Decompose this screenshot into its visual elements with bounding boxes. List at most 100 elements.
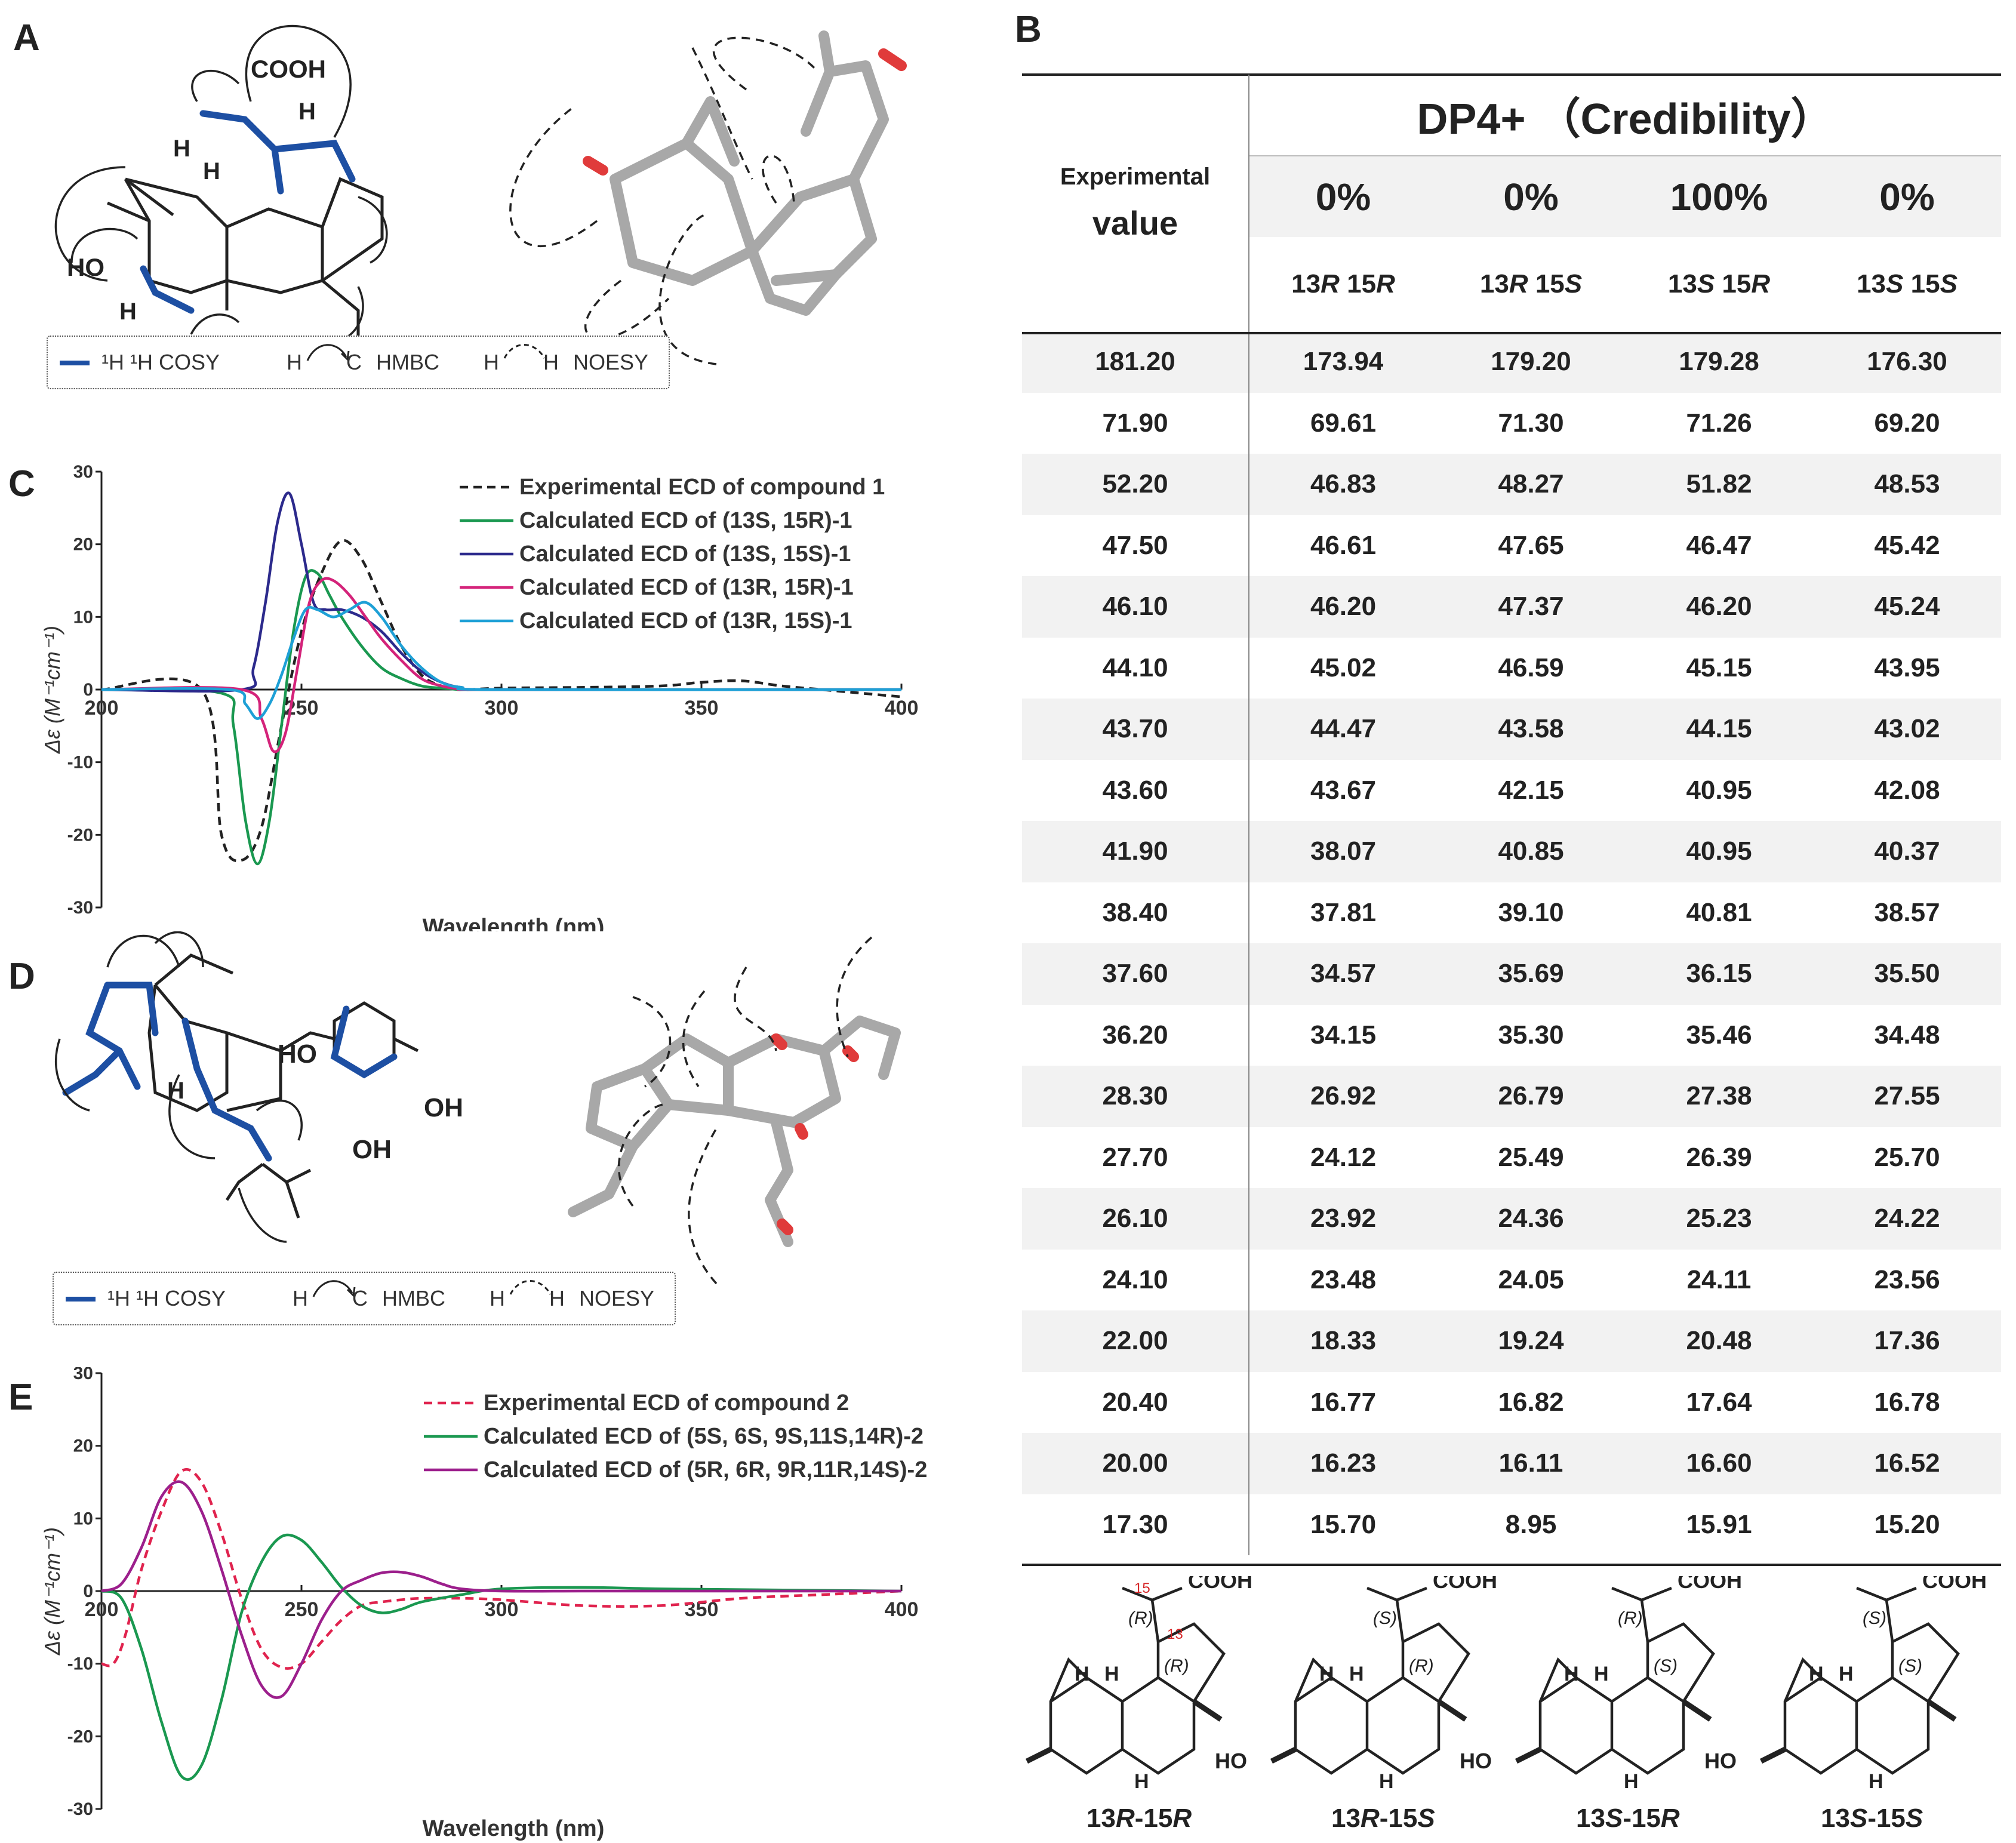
legend-entry: Experimental ECD of compound 1 [519,475,885,500]
calc-cell: 45.24 [1813,576,2001,638]
experimental-cell: 28.30 [1022,1066,1249,1127]
series-line-4 [101,601,902,720]
calc-cell: 19.24 [1437,1310,1625,1372]
experimental-cell: 44.10 [1022,637,1249,699]
config-4: 13S 15S [1857,269,1957,299]
experimental-cell: 38.40 [1022,882,1249,943]
skeleton-bonds [1049,1622,1226,1775]
molecule-a-hmbc-arrows [54,24,388,341]
stereo-13: (S) [1898,1656,1922,1676]
molecule-a-cosy-bonds [140,110,356,314]
calc-cell: 26.79 [1437,1066,1625,1127]
experimental-cell: 43.60 [1022,759,1249,821]
molecule-a-noesy-arrows [509,36,819,365]
y-tick-label: 10 [73,607,93,627]
noesy-arrow-icon [503,344,546,359]
calc-cell: 23.48 [1310,1264,1377,1294]
calc-cell: 40.85 [1437,821,1625,882]
methyl-wedge [1192,1699,1223,1722]
table-bottom-rule [1022,1564,2001,1566]
legend-entry: Calculated ECD of (13R, 15R)-1 [519,575,854,600]
stereo-15: (S) [1863,1608,1886,1628]
legend-entry: Calculated ECD of (5S, 6S, 9S,11S,14R)-2 [484,1424,924,1449]
table-row: 43.60 43.67 42.15 40.95 42.08 [1022,759,2001,821]
experimental-cell: 22.00 [1022,1310,1249,1372]
calc-cell: 16.78 [1874,1387,1940,1417]
calc-cell: 45.02 [1310,653,1377,682]
experimental-cell: 26.10 [1022,1188,1249,1250]
calc-cell: 20.48 [1625,1310,1813,1372]
cooh-label: COOH [1922,1576,1987,1593]
calc-cell: 17.64 [1686,1387,1752,1417]
calc-cell: 25.70 [1874,1142,1940,1172]
calc-cell: 46.20 [1625,576,1813,638]
noesy-h1-a: H [484,350,499,374]
hmbc-label-a: HMBC [376,350,439,374]
calc-cell: 179.20 [1437,331,1625,393]
calc-cell: 26.92 [1249,1066,1437,1127]
methyl-wedge [1437,1699,1467,1722]
h-label: H [1869,1770,1883,1793]
y-tick-label: -20 [67,825,93,845]
y-tick-label: 20 [73,535,93,555]
experimental-cell: 17.30 [1022,1494,1249,1555]
molecule-a-2d-bonds [107,177,384,346]
ho-label: HO [1704,1749,1737,1773]
molecule-a-3d-model [610,30,889,316]
side-chain-bonds [1122,1586,1183,1642]
skeleton-bonds [1538,1622,1715,1775]
noesy-label-d: NOESY [579,1286,655,1310]
experimental-cell: 52.20 [1022,454,1249,515]
table-row: 181.20 173.94 179.20 179.28 176.30 [1022,331,2001,393]
molecule-d-cosy-bonds [62,982,398,1162]
h-label: H [1564,1663,1579,1685]
calc-cell: 38.07 [1249,821,1437,882]
methyl-wedge [1682,1699,1712,1722]
dp4-header: DP4+ （Credibility） [1249,75,2001,156]
table-row: 41.90 38.07 40.85 40.95 40.37 [1022,821,2001,882]
x-axis-label: Wavelength (nm) [423,1816,605,1841]
calc-cell: 15.91 [1686,1509,1752,1539]
calc-cell: 35.46 [1686,1020,1752,1050]
calc-cell: 43.58 [1437,699,1625,760]
cosy-label-d: ¹H ¹H COSY [107,1286,226,1310]
h-label: H [1134,1770,1149,1793]
config-3: 13S 15R [1667,269,1771,299]
ho-wedge [1759,1746,1787,1764]
experimental-cell: 41.90 [1022,821,1249,882]
calc-cell: 69.61 [1310,408,1377,438]
calc-cell: 24.36 [1437,1188,1625,1250]
stereo-13: (S) [1654,1656,1678,1676]
h-label: H [1104,1663,1119,1685]
experimental-cell: 37.60 [1022,943,1249,1005]
x-tick-label: 400 [885,1598,919,1621]
percent-2: 0% [1437,156,1625,237]
table-row: 52.20 46.83 48.27 51.82 48.53 [1022,454,2001,515]
h-label: H [1809,1663,1824,1685]
calc-cell: 26.39 [1686,1142,1752,1172]
calc-cell: 51.82 [1625,454,1813,515]
calc-cell: 34.15 [1310,1020,1377,1050]
y-tick-label: -30 [67,1799,93,1819]
panel-label-d: D [8,956,35,997]
calc-cell: 16.77 [1310,1387,1377,1417]
calc-cell: 35.50 [1813,943,2001,1005]
calc-cell: 179.28 [1625,331,1813,393]
calc-cell: 42.15 [1498,775,1564,805]
h-label-d: H [167,1078,184,1104]
calc-cell: 27.38 [1625,1066,1813,1127]
molecule-d-3d-oxygens [771,1033,859,1235]
calc-cell: 16.52 [1813,1433,2001,1494]
legend-entry: Calculated ECD of (13R, 15S)-1 [519,608,852,633]
ho-label-a: HO [67,253,104,281]
ho-label-d: HO [278,1039,317,1069]
table-row: 27.70 24.12 25.49 26.39 25.70 [1022,1127,2001,1188]
h-label: H [1319,1663,1334,1685]
x-tick-label: 300 [485,697,519,719]
noesy-label-a: NOESY [573,350,649,374]
side-chain-bonds [1366,1586,1427,1642]
table-row: 28.30 26.92 26.79 27.38 27.55 [1022,1066,2001,1127]
y-axis-label: Δε (M⁻¹cm⁻¹) [40,1527,64,1656]
y-tick-label: 20 [73,1436,93,1456]
table-header-rule [1022,332,2001,334]
